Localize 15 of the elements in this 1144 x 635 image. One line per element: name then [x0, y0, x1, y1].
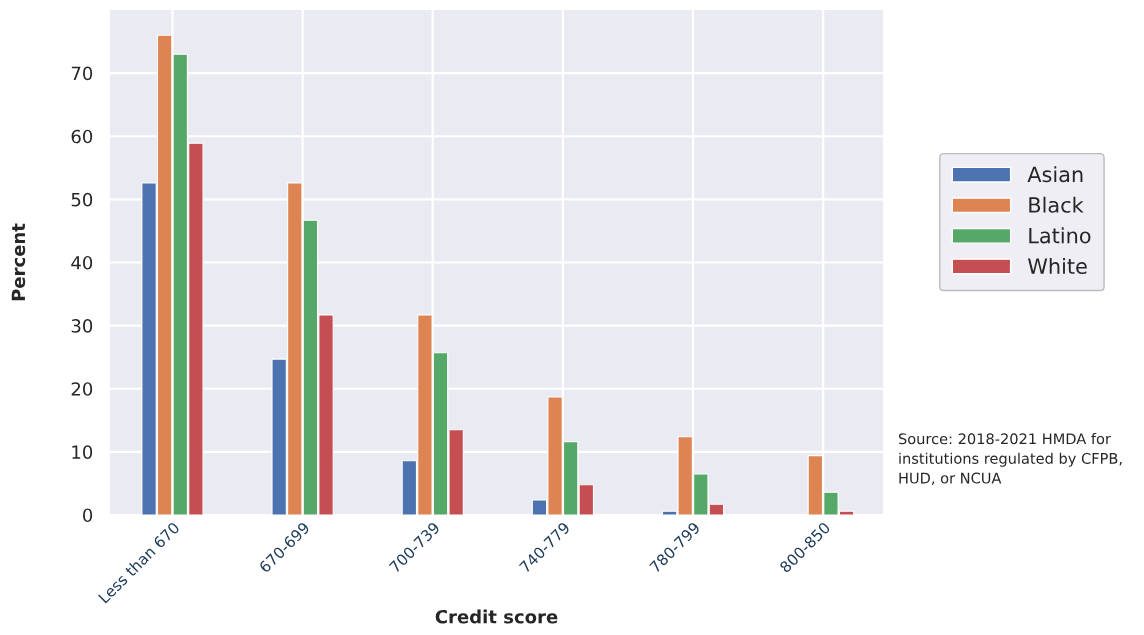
y-tick-label: 50 [71, 192, 93, 207]
source-note: Source: 2018-2021 HMDA for institutions regulated by CFPB, HUD, or NCUA [898, 433, 1122, 486]
y-tick-label: 10 [72, 445, 93, 459]
y-tick-label: 0 [83, 508, 93, 523]
legend-label: White [1027, 257, 1087, 275]
y-tick-label: 30 [71, 319, 93, 333]
y-tick-label: 40 [71, 255, 93, 270]
legend-label: Black [1029, 196, 1084, 213]
y-tick-label: 20 [71, 382, 93, 396]
legend-label: Asian [1027, 166, 1083, 183]
y-tick-label: 70 [71, 66, 93, 81]
legend-label: Latino [1029, 227, 1091, 244]
x-axis-title: Credit score [435, 609, 558, 624]
y-tick-label: 60 [71, 129, 93, 144]
y-axis-title: Percent [11, 223, 26, 301]
